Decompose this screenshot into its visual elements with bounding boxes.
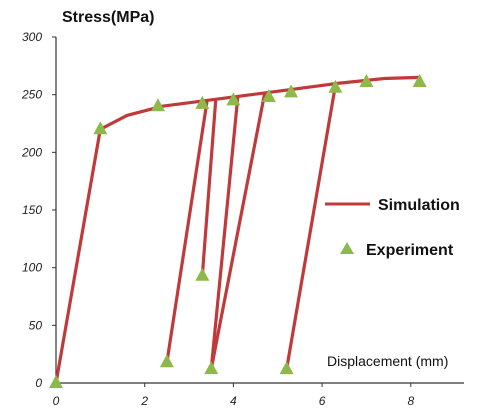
legend-experiment-label: Experiment <box>366 242 454 259</box>
experiment-point <box>279 361 294 375</box>
experiment-point <box>195 267 210 281</box>
experiment-point <box>359 73 374 87</box>
simulation-lines <box>54 75 422 385</box>
experiment-point <box>261 88 276 102</box>
experiment-points <box>49 73 427 388</box>
y-tick-label: 200 <box>21 145 42 159</box>
x-tick-label: 4 <box>230 394 237 408</box>
legend-experiment-swatch <box>340 242 354 254</box>
x-axis-title: Displacement (mm) <box>327 353 448 369</box>
experiment-point <box>412 73 427 87</box>
x-tick-label: 6 <box>319 394 326 408</box>
experiment-point <box>93 121 108 135</box>
simulation-line-segment <box>209 93 266 371</box>
simulation-line-segment <box>209 95 240 371</box>
experiment-point <box>49 375 63 388</box>
axes <box>52 36 464 387</box>
y-tick-label: 300 <box>22 30 42 44</box>
x-tick-labels: 0 2 4 6 8 <box>53 394 415 408</box>
y-tick-labels: 0 50 100 150 200 250 300 <box>21 30 42 390</box>
y-tick-label: 0 <box>35 376 42 390</box>
experiment-point <box>284 84 299 98</box>
y-tick-label: 100 <box>22 261 42 275</box>
legend-simulation-label: Simulation <box>378 197 460 214</box>
legend: Simulation Experiment <box>325 197 460 259</box>
simulation-line-segment <box>285 83 337 371</box>
y-tick-label: 150 <box>22 203 42 217</box>
experiment-point <box>204 361 219 375</box>
x-tick-label: 8 <box>407 394 414 408</box>
experiment-point <box>195 95 210 109</box>
simulation-line-segment <box>54 75 422 385</box>
simulation-line-segment <box>200 98 218 278</box>
y-tick-label: 250 <box>21 88 42 102</box>
y-tick-label: 50 <box>29 318 43 332</box>
experiment-point <box>328 79 343 93</box>
experiment-point <box>159 354 174 368</box>
simulation-line-segment <box>165 101 209 364</box>
x-tick-label: 0 <box>53 394 60 408</box>
experiment-point <box>226 92 241 106</box>
y-axis-title: Stress(MPa) <box>62 9 154 26</box>
x-tick-label: 2 <box>140 394 148 408</box>
experiment-point <box>151 98 165 112</box>
